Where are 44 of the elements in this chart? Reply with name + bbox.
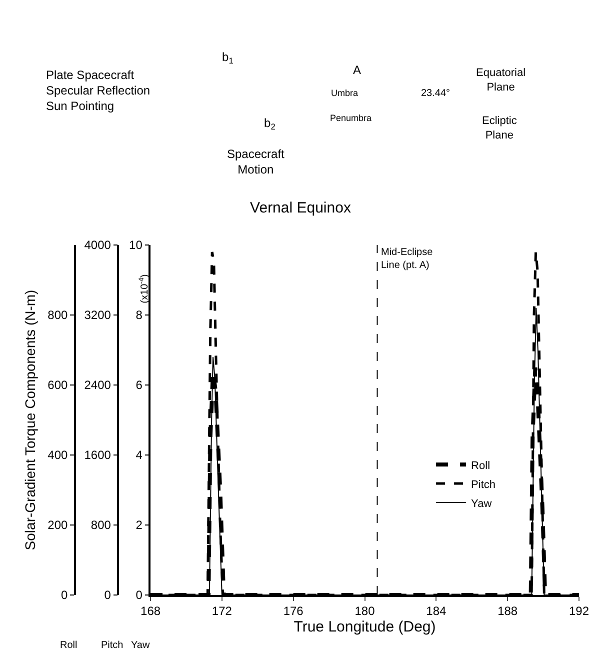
y2-tick-label: 2400 <box>84 378 112 392</box>
x-axis-title: True Longitude (Deg) <box>294 618 436 636</box>
text: Pitch <box>101 640 124 651</box>
text: b$_{2}$ <box>264 116 276 132</box>
ref-line-label: Mid-Eclipse Line (pt. A) <box>381 247 434 271</box>
text: Plate Spacecraft Specular Reflection Sun Pointing <box>46 68 150 114</box>
y-tick-label: 400 <box>48 448 68 462</box>
y-tick-label: 600 <box>48 378 68 392</box>
x-tick-label: 176 <box>283 604 304 618</box>
y2-tick-label: 3200 <box>84 308 112 322</box>
text: 23.44° <box>421 88 450 99</box>
y3-tick-label: 6 <box>136 378 143 392</box>
y-axis-title: Solar-Gradient Torque Components (N-m) <box>22 290 38 550</box>
text: A <box>353 63 362 77</box>
y-tick-label: 200 <box>48 518 68 532</box>
text: Umbra <box>331 88 358 98</box>
y3-tick-label: 8 <box>136 308 143 322</box>
text: Ecliptic Plane <box>482 115 518 142</box>
y3-tick-label: 10 <box>129 238 143 252</box>
y2-tick-label: 4000 <box>84 238 112 252</box>
y3-tick-label: 0 <box>136 588 143 602</box>
legend-label: Roll <box>471 460 490 472</box>
x-tick-label: 180 <box>354 604 376 618</box>
text: b$_{1}$ <box>222 50 234 66</box>
y2-tick-label: 0 <box>104 588 112 602</box>
x-tick-label: 188 <box>498 604 518 618</box>
x-tick-label: 172 <box>212 604 232 618</box>
text: Roll <box>60 640 78 651</box>
y2-tick-label: 800 <box>90 518 112 532</box>
x-tick-label: 168 <box>140 604 161 618</box>
text: Spacecraft Motion <box>227 147 286 177</box>
y3-tick-label: 4 <box>136 448 143 462</box>
x-tick-label: 184 <box>426 604 447 618</box>
y-tick-label: 0 <box>61 588 68 602</box>
legend-label: Yaw <box>471 498 492 510</box>
legend-label: Pitch <box>471 478 496 491</box>
y2-tick-label: 1600 <box>84 448 112 462</box>
y-tick-label: 800 <box>48 308 68 322</box>
text: Yaw <box>131 640 150 651</box>
text: Equatorial Plane <box>476 67 526 94</box>
text: Penumbra <box>330 113 372 123</box>
x-tick-label: 192 <box>568 604 590 618</box>
y3-tick-label: 2 <box>136 518 143 532</box>
chart-title: Vernal Equinox <box>250 199 352 216</box>
